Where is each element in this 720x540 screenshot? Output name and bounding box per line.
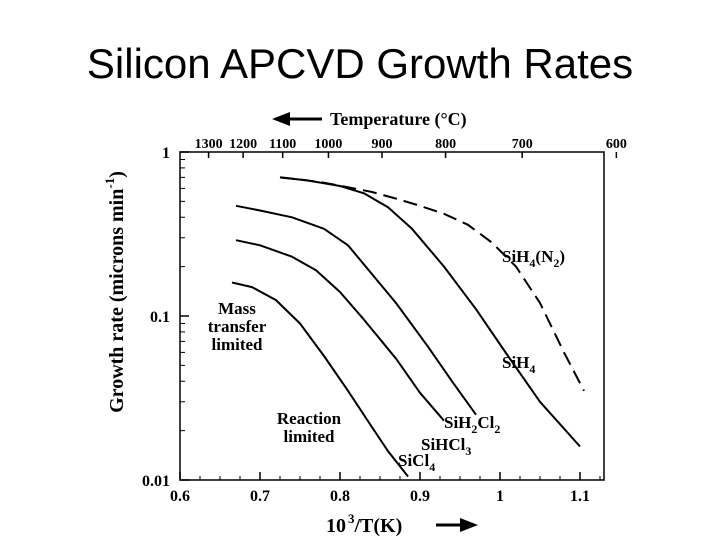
x-tick-label: 1 xyxy=(496,488,504,505)
series-line-sih4 xyxy=(279,176,581,448)
series-label-sicl4: SiCl4 xyxy=(398,451,435,474)
x-tick-label: 0.7 xyxy=(250,488,270,505)
x-axis-label-exp: 3 xyxy=(348,511,355,526)
y-tick-label: 0.1 xyxy=(150,309,170,326)
x-tick-label: 0.8 xyxy=(330,488,350,505)
x-tick-label: 0.9 xyxy=(410,488,430,505)
slide-title: Silicon APCVD Growth Rates xyxy=(86,40,634,87)
temperature-arrow-head xyxy=(272,112,290,126)
series-line-sicl4 xyxy=(231,281,409,478)
top-tick-label: 900 xyxy=(372,137,393,152)
top-tick-label: 1000 xyxy=(314,137,342,152)
annotation-line: Mass xyxy=(218,299,256,318)
annotation-line: transfer xyxy=(208,317,267,336)
annotation-line: limited xyxy=(284,427,336,446)
series-label-sih4: SiH4 xyxy=(502,353,535,376)
y-tick-label: 0.01 xyxy=(142,473,170,490)
annotation-line: limited xyxy=(212,335,264,354)
x-tick-label: 1.1 xyxy=(570,488,590,505)
top-axis-label: Temperature (°C) xyxy=(330,109,467,130)
series-label-sihcl3: SiHCl3 xyxy=(421,435,471,458)
x-axis-label-rest: /T(K) xyxy=(354,515,403,537)
y-tick-label: 1 xyxy=(162,145,170,162)
y-axis-label-close: ) xyxy=(106,171,128,178)
top-tick-label: 800 xyxy=(435,137,456,152)
x-tick-label: 0.6 xyxy=(170,488,190,505)
y-axis-label-exp: -1 xyxy=(102,178,117,189)
top-tick-label: 600 xyxy=(606,137,627,152)
series-label-sih4n2: SiH4(N2) xyxy=(502,247,565,270)
series-label-sih2cl2: SiH2Cl2 xyxy=(444,413,500,436)
x-axis-label-base: 10 xyxy=(326,515,346,537)
y-axis-label-main: Growth rate (microns min xyxy=(106,189,128,413)
series-line-sih2cl2 xyxy=(235,204,477,416)
top-tick-label: 1300 xyxy=(195,137,223,152)
x-axis-arrow-head xyxy=(460,518,478,532)
annotation-line: Reaction xyxy=(277,409,342,428)
series-line-sihcl3 xyxy=(235,239,445,422)
top-tick-label: 700 xyxy=(512,137,533,152)
y-axis-label: Growth rate (microns min-1) xyxy=(102,171,128,413)
x-axis-label: 10 3/T(K) xyxy=(326,511,402,537)
top-tick-label: 1100 xyxy=(269,137,296,152)
top-tick-label: 1200 xyxy=(229,137,257,152)
